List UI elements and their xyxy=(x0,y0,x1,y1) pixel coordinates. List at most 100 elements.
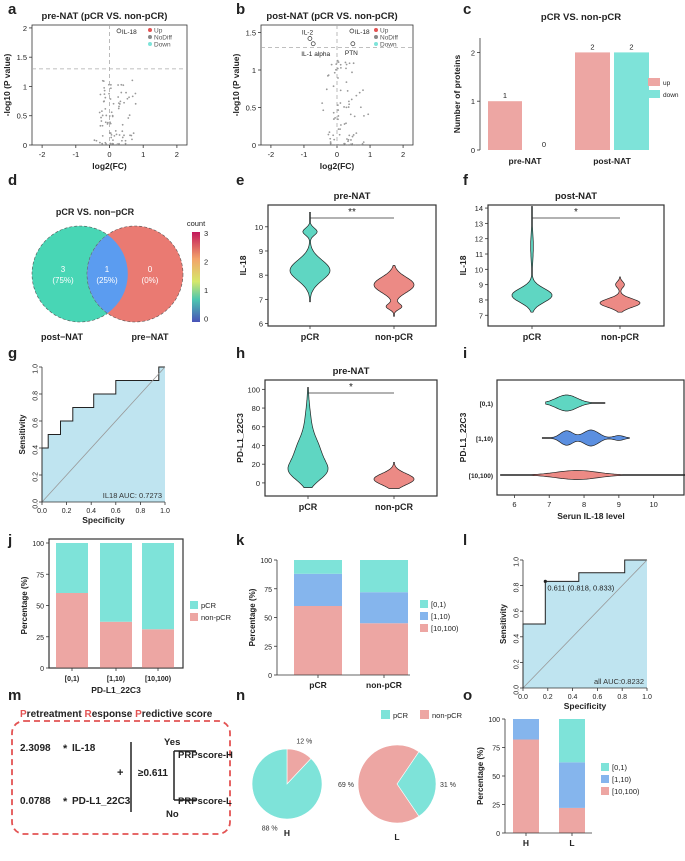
panel-b-point xyxy=(346,138,348,140)
panel-a-point xyxy=(109,122,112,125)
panel-b-point xyxy=(333,138,336,141)
panel-k-bar-[10,100) xyxy=(360,623,408,675)
panel-f-title: post-NAT xyxy=(555,191,597,202)
panel-b-legend-label: Down xyxy=(380,42,397,49)
panel-a-x-tick-label: -2 xyxy=(39,150,46,159)
panel-b-point xyxy=(361,143,364,145)
panel-i-x-tick-label: 7 xyxy=(547,500,551,509)
panel-c-bar-value: 0 xyxy=(542,140,546,149)
panel-o-bar-[0,1) xyxy=(559,719,585,763)
panel-a-point xyxy=(101,142,104,145)
panel-k-bar-[10,100) xyxy=(294,606,342,675)
panel-b-point xyxy=(337,128,340,131)
panel-a-point xyxy=(113,134,116,137)
panel-n-slice-label: 88 % xyxy=(262,826,278,833)
panel-g-y-tick-label: 0.8 xyxy=(33,391,40,401)
panel-l-y-tick-label: 0.8 xyxy=(514,582,521,592)
panel-c-bar-up xyxy=(488,101,522,150)
panel-b-point xyxy=(353,144,356,146)
panel-l-y-tick-label: 1.0 xyxy=(514,557,521,567)
panel-h-x-tick-label: non-pCR xyxy=(375,502,413,512)
panel-b-point xyxy=(343,123,346,125)
panel-a-point xyxy=(95,139,98,142)
panel-d-venn: pCR VS. non−pCR 3 (75%) 1 (25%) 0 (0%) post−NAT… xyxy=(31,207,208,342)
panel-b-point xyxy=(349,143,352,146)
panel-l-x-tick-label: 0.8 xyxy=(617,694,627,701)
prrp-title: Pretreatment Response Predictive score xyxy=(20,709,213,720)
panel-a-point xyxy=(103,93,106,96)
panel-c-legend-label: up xyxy=(663,80,671,87)
panel-j-y-tick-label: 25 xyxy=(36,635,44,642)
panel-b-point xyxy=(345,122,347,125)
panel-b-point xyxy=(347,106,350,108)
prrp-title-t2: esponse xyxy=(92,709,135,720)
panel-b-point xyxy=(336,104,339,107)
panel-letter-m: m xyxy=(8,687,21,704)
panel-j-bar-non-pCR xyxy=(56,593,88,668)
panel-n-legend-label: non-pCR xyxy=(432,711,463,720)
panel-a-point-label: IL-18 xyxy=(122,29,137,36)
prrp-low: PRPscore-L xyxy=(178,796,232,807)
panel-b-point xyxy=(345,67,347,70)
colorbar-tick-label: 3 xyxy=(204,229,208,238)
panel-b-point xyxy=(355,94,358,97)
panel-j-y-tick-label: 100 xyxy=(32,541,44,548)
panel-a-xlabel: log2(FC) xyxy=(92,161,127,171)
panel-l-y-tick-label: 0.4 xyxy=(514,634,521,644)
panel-k-y-tick-label: 25 xyxy=(264,644,272,651)
panel-b-ylabel: -log10 (P value) xyxy=(231,53,241,116)
panel-i-y-tick-label: [1,10) xyxy=(476,436,493,443)
panel-c-legend-label: down xyxy=(663,92,679,99)
panel-b-point xyxy=(322,109,325,112)
panel-a-point xyxy=(115,133,118,136)
panel-b-point xyxy=(348,134,351,137)
panel-b-point xyxy=(345,81,348,84)
panel-a-point xyxy=(109,132,112,135)
panel-b-point xyxy=(359,106,362,109)
panel-e-frame xyxy=(267,204,437,327)
prrp-coef2: 0.0788 xyxy=(20,796,51,807)
panel-a-point xyxy=(101,114,104,117)
panel-b-point xyxy=(362,89,364,92)
venn-region-pct: (75%) xyxy=(52,276,74,285)
panel-a-point xyxy=(105,114,108,117)
panel-o-y-tick-label: 25 xyxy=(492,803,500,810)
panel-f-violin: 7 8 9 10 11 12 13 14 pCR non-pCR * post-NAT IL-18 xyxy=(458,191,665,342)
panel-a-point xyxy=(114,130,117,132)
panel-g-y-tick-label: 0.6 xyxy=(33,418,40,428)
panel-k-x-tick-label: pCR xyxy=(309,680,326,690)
panel-i-violin-row xyxy=(500,470,685,480)
panel-g-y-tick-label: 0.0 xyxy=(33,499,40,509)
panel-a-point xyxy=(109,87,112,90)
panel-a-point xyxy=(110,133,113,136)
panel-a-point xyxy=(120,83,123,86)
panel-b-legend-label: NoDiff xyxy=(380,35,398,42)
panel-e-y-tick-label: 10 xyxy=(255,223,263,232)
panel-b-point xyxy=(329,137,332,140)
panel-a-point xyxy=(131,95,134,98)
panel-i-y-tick-label: [0,1) xyxy=(480,401,493,408)
panel-b-point xyxy=(358,91,361,94)
panel-a-point xyxy=(99,124,102,127)
panel-l-cutoff-point xyxy=(543,579,547,583)
panel-l-xlabel: Specificity xyxy=(564,701,607,711)
panel-h-x-tick-label: pCR xyxy=(299,502,318,512)
panel-e-violin: 6 7 8 9 10 pCR non-pCR ** pre-NAT IL-18 xyxy=(238,191,437,342)
panel-b-point xyxy=(351,142,354,145)
panel-b-highlight-point xyxy=(307,36,313,41)
panel-k-y-tick-label: 75 xyxy=(264,587,272,594)
panel-a-point xyxy=(131,138,133,141)
panel-j-bar-pCR xyxy=(100,543,132,622)
panel-b-xlabel: log2(FC) xyxy=(320,161,355,171)
panel-a-point xyxy=(109,98,112,100)
panel-a-point xyxy=(93,139,96,142)
panel-a-point xyxy=(120,91,123,94)
prrp-var2: PD-L1_22C3 xyxy=(72,796,131,807)
panel-f-x-tick-label: non-pCR xyxy=(601,332,639,342)
panel-l-y-tick-label: 0.0 xyxy=(514,685,521,695)
panel-o-legend-swatch xyxy=(601,763,609,771)
panel-c-bar-value: 2 xyxy=(629,42,633,51)
panel-a-point xyxy=(124,142,127,145)
